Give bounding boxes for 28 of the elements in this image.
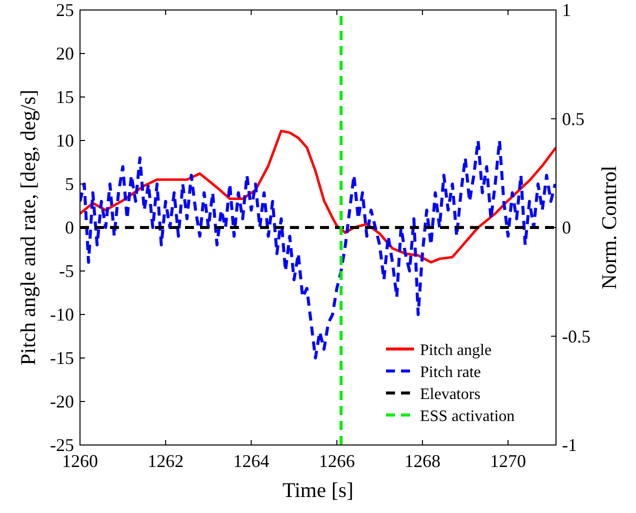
legend-label: ESS activation (420, 408, 515, 425)
line-series (80, 139, 556, 360)
x-tick-label: 1262 (148, 451, 184, 471)
y2-tick-label: -1 (562, 435, 577, 455)
y-tick-label: 10 (56, 130, 74, 150)
y-tick-label: -15 (50, 348, 74, 368)
y2-tick-label: 1 (562, 0, 571, 20)
x-axis-title: Time [s] (282, 478, 354, 502)
y2-tick-label: 0.5 (562, 108, 584, 129)
legend-label: Pitch angle (420, 342, 492, 359)
x-tick-label: 1270 (490, 451, 526, 471)
x-tick-label: 1268 (404, 451, 440, 471)
y-tick-label: -5 (59, 261, 74, 281)
y-axis-title: Pitch angle and rate, [deg, deg/s] (16, 90, 40, 366)
x-tick-label: 1264 (233, 451, 270, 471)
legend-label: Elevators (420, 386, 480, 403)
y-tick-label: 25 (56, 0, 74, 20)
y-tick-label: 15 (56, 87, 74, 107)
y-tick-label: 20 (56, 44, 74, 64)
x-tick-label: 1266 (318, 451, 355, 471)
y2-tick-label: -0.5 (562, 326, 590, 346)
y-tick-label: -10 (50, 304, 74, 324)
y2-axis-title: Norm. Control (597, 166, 621, 290)
y-tick-label: 5 (65, 174, 74, 194)
y2-tick-label: 0 (562, 218, 571, 238)
y-tick-label: 0 (65, 218, 74, 238)
y-tick-label: -20 (50, 392, 74, 412)
legend-label: Pitch rate (420, 364, 481, 381)
